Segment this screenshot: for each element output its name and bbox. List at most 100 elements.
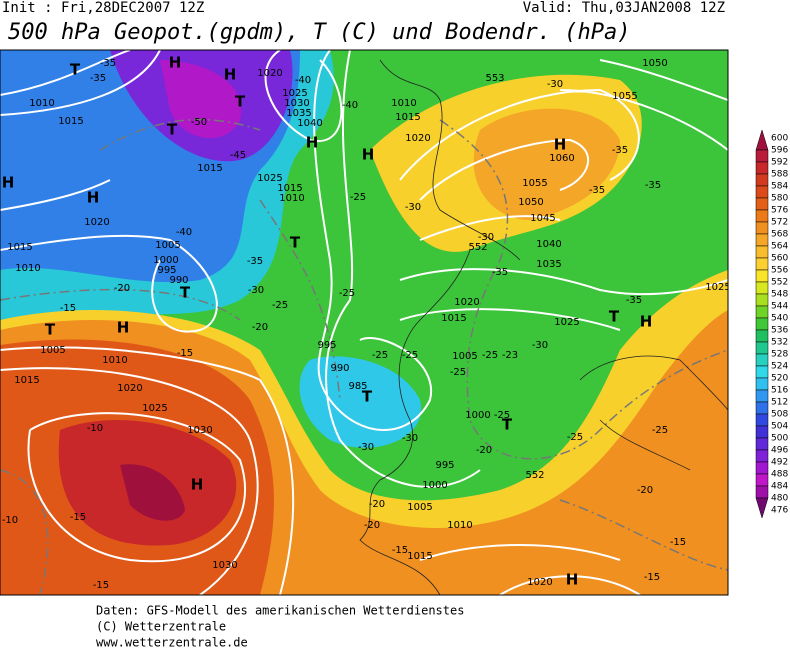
contour-label: -20 — [637, 485, 653, 496]
footer-copyright: (C) Wetterzentrale — [96, 620, 226, 634]
contour-label: -20 — [369, 499, 385, 510]
contour-label: -15 — [644, 572, 660, 583]
contour-label: 1000 — [422, 480, 447, 491]
contour-label: -35 — [645, 180, 661, 191]
contour-label: 1010 — [29, 98, 54, 109]
color-band — [755, 341, 769, 355]
contour-label: 1035 — [286, 108, 311, 119]
contour-label: 1020 — [454, 297, 479, 308]
contour-label: 553 — [485, 73, 504, 84]
scale-label: 580 — [771, 194, 788, 204]
contour-label: -30 — [478, 232, 494, 243]
scale-label: 564 — [771, 242, 788, 252]
map-title: 500 hPa Geopot.(gpdm), T (C) und Bodendr… — [8, 20, 631, 45]
contour-label: 1030 — [187, 425, 212, 436]
pressure-center: H — [306, 134, 319, 152]
color-band — [755, 269, 769, 283]
contour-label: 1025 — [142, 403, 167, 414]
color-band — [755, 329, 769, 343]
color-band — [755, 209, 769, 223]
contour-label: 1015 — [395, 112, 420, 123]
contour-label: -25 — [652, 425, 668, 436]
pressure-center: H — [362, 146, 375, 164]
contour-label: 985 — [348, 381, 367, 392]
scale-label: 576 — [771, 206, 788, 216]
pressure-center: H — [554, 136, 567, 154]
scale-label: 556 — [771, 266, 788, 276]
pressure-center: H — [87, 189, 100, 207]
contour-label: 990 — [169, 275, 188, 286]
contour-label: -25 — [567, 432, 583, 443]
footer-url: www.wetterzentrale.de — [96, 636, 248, 648]
contour-label: -15 — [60, 303, 76, 314]
contour-label: 1005 — [452, 351, 477, 362]
scale-label: 600 — [771, 134, 788, 144]
contour-label: 1015 — [7, 242, 32, 253]
color-band — [755, 401, 769, 415]
contour-label: 995 — [157, 265, 176, 276]
color-band — [755, 365, 769, 379]
contour-label: 1000 — [153, 255, 178, 266]
contour-label: -10 — [87, 423, 103, 434]
scale-label: 492 — [771, 458, 788, 468]
color-band — [755, 449, 769, 463]
contour-label: 1050 — [518, 197, 543, 208]
contour-label: 1025 — [282, 88, 307, 99]
contour-label: -15 — [670, 537, 686, 548]
contour-label: 552 — [525, 470, 544, 481]
color-band — [755, 413, 769, 427]
scale-label: 508 — [771, 410, 788, 420]
pressure-center: T — [70, 61, 81, 79]
scale-label: 552 — [771, 278, 788, 288]
color-band — [755, 473, 769, 487]
scale-label: 520 — [771, 374, 788, 384]
contour-label: -35 — [612, 145, 628, 156]
contour-label: 552 — [468, 242, 487, 253]
contour-label: -23 — [502, 350, 518, 361]
contour-label: 1010 — [391, 98, 416, 109]
contour-label: 1010 — [102, 355, 127, 366]
color-band — [755, 389, 769, 403]
field-magenta — [160, 60, 242, 139]
scale-label: 548 — [771, 290, 788, 300]
scale-label: 584 — [771, 182, 788, 192]
color-band — [755, 245, 769, 259]
contour-label: -20 — [364, 520, 380, 531]
scale-label: 512 — [771, 398, 788, 408]
contour-label: 995 — [317, 340, 336, 351]
scale-label: 532 — [771, 338, 788, 348]
pressure-center: H — [117, 319, 130, 337]
color-band — [755, 173, 769, 187]
pressure-center: T — [609, 308, 620, 326]
contour-label: 995 — [435, 460, 454, 471]
scale-label: 572 — [771, 218, 788, 228]
contour-label: -15 — [177, 348, 193, 359]
color-band — [755, 185, 769, 199]
contour-label: 1055 — [612, 91, 637, 102]
contour-label: 1030 — [284, 98, 309, 109]
contour-label: -30 — [532, 340, 548, 351]
scale-label: 500 — [771, 434, 788, 444]
contour-label: -40 — [176, 227, 192, 238]
color-band — [755, 305, 769, 319]
color-band — [755, 293, 769, 307]
pressure-center: H — [566, 571, 579, 589]
scale-label: 496 — [771, 446, 788, 456]
contour-label: 1005 — [155, 240, 180, 251]
scale-label: 592 — [771, 158, 788, 168]
scale-label: 568 — [771, 230, 788, 240]
contour-label: 1025 — [257, 173, 282, 184]
contour-label: -30 — [358, 442, 374, 453]
pressure-center: T — [45, 321, 56, 339]
color-band — [755, 485, 769, 499]
color-band — [755, 317, 769, 331]
contour-label: -35 — [247, 256, 263, 267]
color-band — [755, 353, 769, 367]
scale-label: 588 — [771, 170, 788, 180]
contour-label: -45 — [230, 150, 246, 161]
contour-label: 1015 — [14, 375, 39, 386]
contour-label: -35 — [589, 185, 605, 196]
scale-label: 480 — [771, 494, 788, 504]
